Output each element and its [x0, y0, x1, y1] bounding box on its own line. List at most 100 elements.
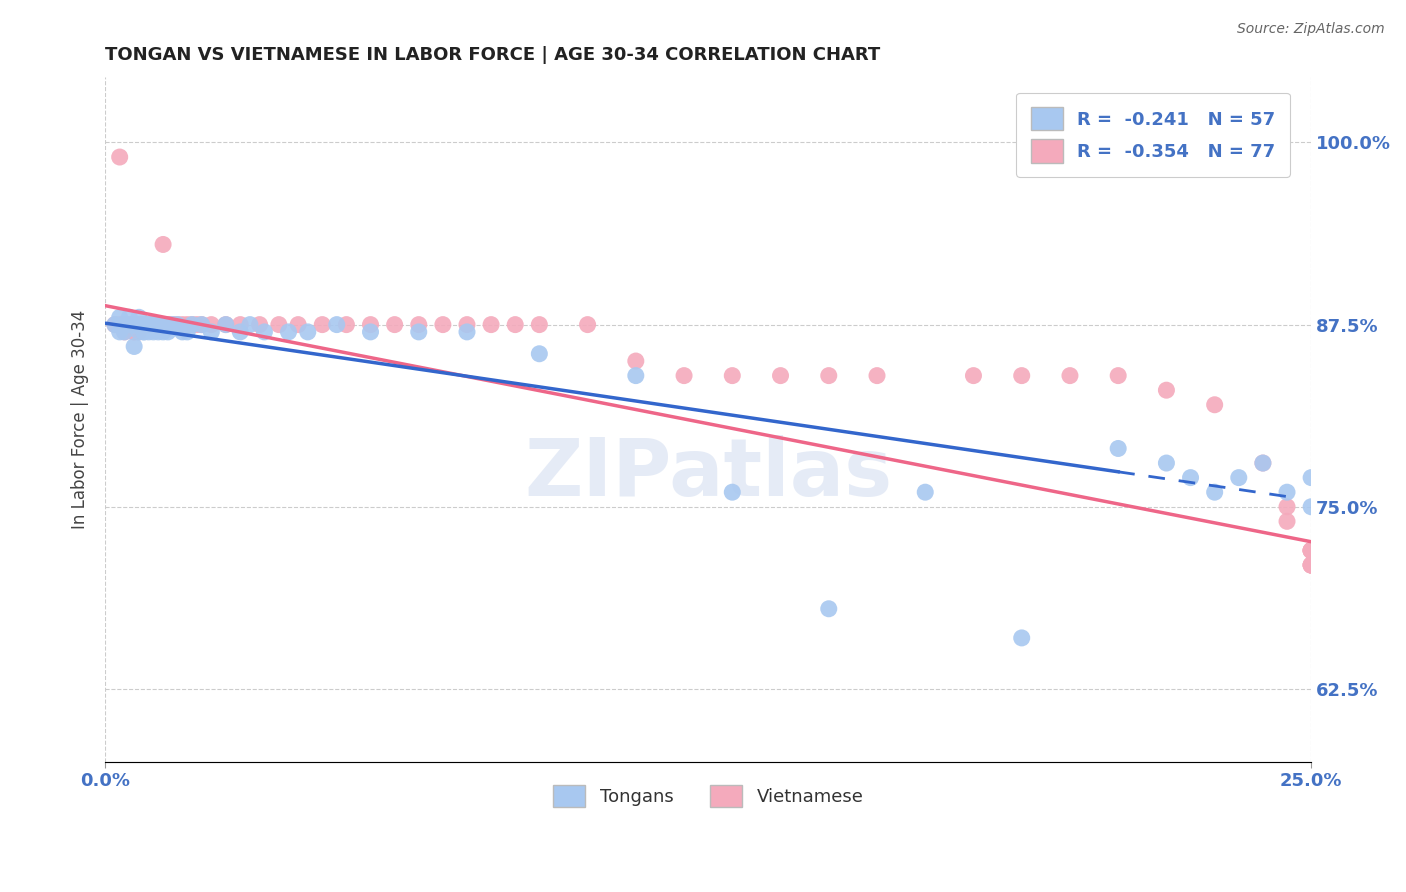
Legend: Tongans, Vietnamese: Tongans, Vietnamese — [546, 778, 870, 814]
Point — [200, 325, 222, 339]
Point — [1059, 368, 1081, 383]
Y-axis label: In Labor Force | Age 30-34: In Labor Force | Age 30-34 — [72, 310, 89, 529]
Point — [162, 318, 184, 332]
Point — [122, 318, 145, 332]
Point — [360, 318, 382, 332]
Point — [1301, 470, 1323, 484]
Point — [529, 318, 551, 332]
Point — [1251, 456, 1274, 470]
Point — [529, 347, 551, 361]
Point — [576, 318, 599, 332]
Point — [624, 368, 647, 383]
Point — [456, 325, 478, 339]
Point — [128, 318, 150, 332]
Point — [721, 368, 744, 383]
Point — [142, 325, 165, 339]
Point — [253, 325, 276, 339]
Point — [118, 318, 141, 332]
Point — [138, 318, 160, 332]
Point — [104, 318, 127, 332]
Point — [142, 318, 165, 332]
Point — [360, 325, 382, 339]
Point — [1227, 470, 1250, 484]
Point — [122, 318, 145, 332]
Point — [1301, 558, 1323, 572]
Point — [817, 601, 839, 615]
Point — [114, 325, 136, 339]
Point — [311, 318, 333, 332]
Point — [128, 310, 150, 325]
Point — [297, 325, 319, 339]
Point — [1011, 368, 1033, 383]
Point — [215, 318, 238, 332]
Point — [1301, 543, 1323, 558]
Point — [172, 325, 194, 339]
Point — [128, 325, 150, 339]
Point — [108, 150, 131, 164]
Point — [239, 318, 262, 332]
Point — [267, 318, 290, 332]
Point — [142, 318, 165, 332]
Point — [1275, 485, 1298, 500]
Point — [138, 318, 160, 332]
Point — [128, 318, 150, 332]
Point — [122, 339, 145, 353]
Point — [249, 318, 271, 332]
Point — [132, 325, 155, 339]
Point — [132, 318, 155, 332]
Point — [108, 310, 131, 325]
Point — [1301, 543, 1323, 558]
Point — [277, 325, 299, 339]
Point — [162, 318, 184, 332]
Point — [108, 325, 131, 339]
Point — [122, 325, 145, 339]
Point — [138, 318, 160, 332]
Point — [156, 325, 179, 339]
Point — [190, 318, 212, 332]
Point — [335, 318, 357, 332]
Point — [1301, 558, 1323, 572]
Point — [1180, 470, 1202, 484]
Point — [122, 325, 145, 339]
Point — [1301, 543, 1323, 558]
Point — [181, 318, 204, 332]
Point — [132, 318, 155, 332]
Point — [138, 318, 160, 332]
Point — [114, 318, 136, 332]
Text: ZIPatlas: ZIPatlas — [524, 435, 893, 513]
Point — [1275, 500, 1298, 514]
Point — [287, 318, 309, 332]
Point — [138, 325, 160, 339]
Point — [408, 325, 430, 339]
Point — [152, 237, 174, 252]
Point — [1204, 398, 1226, 412]
Point — [1011, 631, 1033, 645]
Point — [1275, 514, 1298, 528]
Point — [181, 318, 204, 332]
Point — [176, 318, 198, 332]
Point — [503, 318, 526, 332]
Point — [152, 318, 174, 332]
Point — [1156, 456, 1178, 470]
Point — [200, 318, 222, 332]
Point — [172, 318, 194, 332]
Point — [914, 485, 936, 500]
Point — [479, 318, 502, 332]
Point — [118, 310, 141, 325]
Point — [384, 318, 406, 332]
Point — [769, 368, 792, 383]
Point — [114, 325, 136, 339]
Point — [408, 318, 430, 332]
Point — [1204, 485, 1226, 500]
Point — [1156, 383, 1178, 397]
Point — [866, 368, 889, 383]
Point — [104, 318, 127, 332]
Point — [1301, 500, 1323, 514]
Point — [215, 318, 238, 332]
Point — [148, 325, 170, 339]
Point — [1251, 456, 1274, 470]
Point — [1301, 543, 1323, 558]
Point — [229, 325, 252, 339]
Point — [1301, 558, 1323, 572]
Point — [128, 318, 150, 332]
